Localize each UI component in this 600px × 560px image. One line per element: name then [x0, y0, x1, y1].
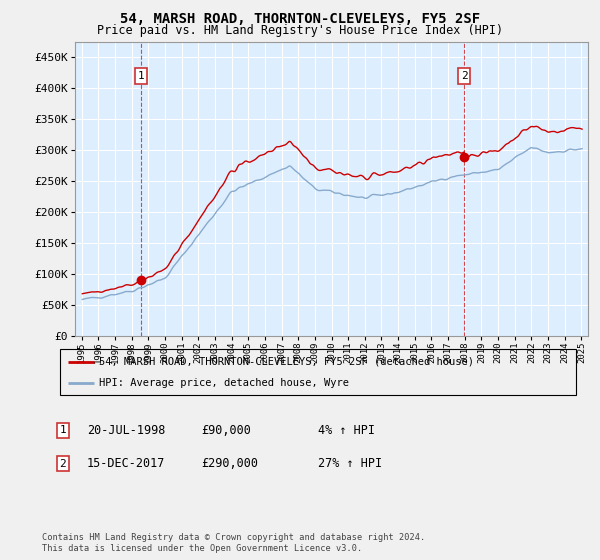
- Text: £90,000: £90,000: [201, 423, 251, 437]
- Text: Price paid vs. HM Land Registry's House Price Index (HPI): Price paid vs. HM Land Registry's House …: [97, 24, 503, 36]
- Text: 2: 2: [59, 459, 67, 469]
- Text: 54, MARSH ROAD, THORNTON-CLEVELEYS, FY5 2SF (detached house): 54, MARSH ROAD, THORNTON-CLEVELEYS, FY5 …: [98, 357, 474, 367]
- Text: HPI: Average price, detached house, Wyre: HPI: Average price, detached house, Wyre: [98, 379, 349, 388]
- Text: 4% ↑ HPI: 4% ↑ HPI: [318, 423, 375, 437]
- Text: 15-DEC-2017: 15-DEC-2017: [87, 457, 166, 470]
- Text: 1: 1: [59, 425, 67, 435]
- Text: 1: 1: [137, 71, 144, 81]
- Text: 2: 2: [461, 71, 467, 81]
- Text: 20-JUL-1998: 20-JUL-1998: [87, 423, 166, 437]
- Text: 54, MARSH ROAD, THORNTON-CLEVELEYS, FY5 2SF: 54, MARSH ROAD, THORNTON-CLEVELEYS, FY5 …: [120, 12, 480, 26]
- Text: Contains HM Land Registry data © Crown copyright and database right 2024.
This d: Contains HM Land Registry data © Crown c…: [42, 533, 425, 553]
- Text: 27% ↑ HPI: 27% ↑ HPI: [318, 457, 382, 470]
- Text: £290,000: £290,000: [201, 457, 258, 470]
